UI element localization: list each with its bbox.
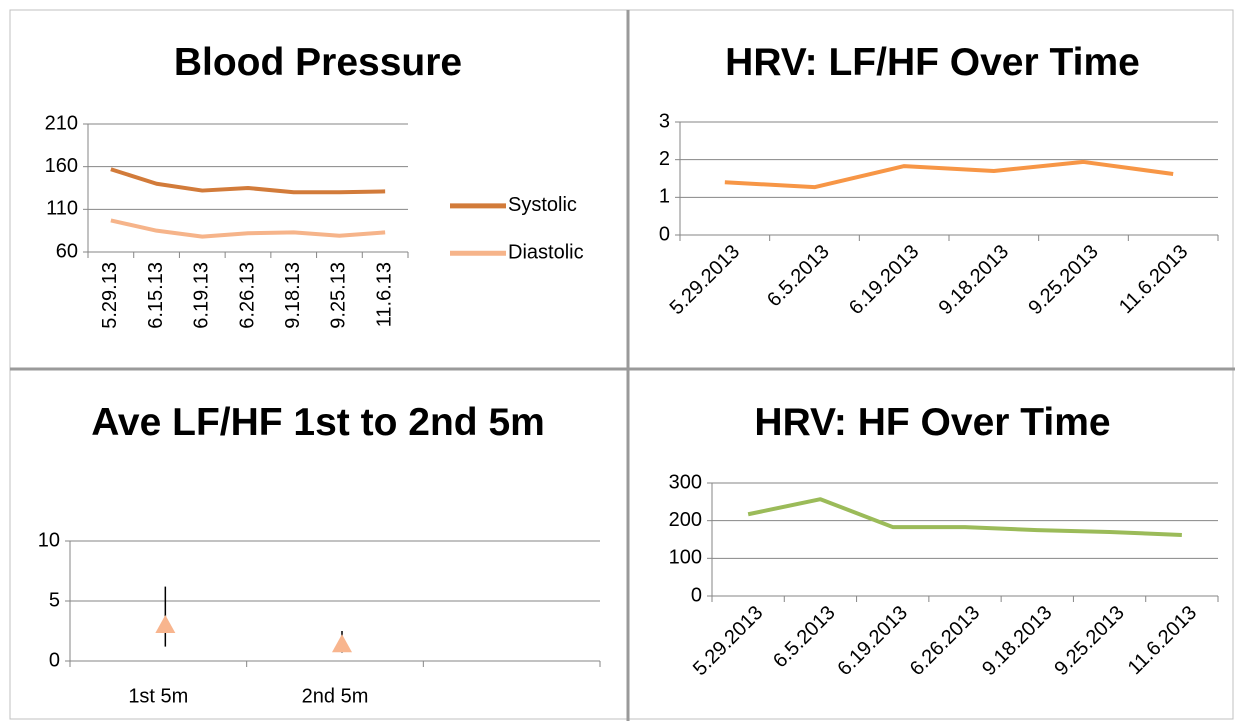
chart-title: HRV: LF/HF Over Time	[725, 41, 1140, 84]
y-tick-label: 0	[691, 584, 702, 606]
y-tick-label: 200	[669, 509, 702, 531]
x-tick-label: 11.6.13	[373, 262, 395, 327]
x-tick-label: 6.26.13	[236, 262, 258, 329]
chart-title: Ave LF/HF 1st to 2nd 5m	[91, 401, 545, 444]
x-tick-label: 5.29.2013	[666, 241, 744, 319]
x-tick-label: 6.26.2013	[906, 602, 984, 680]
x-tick-label: 5.29.13	[99, 262, 121, 329]
legend-label: Systolic	[508, 194, 577, 216]
chart-title: Blood Pressure	[173, 41, 463, 84]
y-tick-label: 110	[46, 198, 78, 220]
outer-border	[9, 9, 1234, 720]
y-tick-label: 0	[659, 223, 670, 245]
x-tick-label: 9.18.2013	[935, 241, 1013, 319]
data-line	[724, 159, 1174, 190]
data-point	[332, 634, 352, 653]
x-tick-label: 2nd 5m	[302, 685, 369, 707]
x-tick-label: 9.18.13	[282, 262, 304, 329]
y-tick-label: 100	[669, 547, 702, 569]
x-tick-label: 11.6.2013	[1115, 241, 1192, 318]
data-line	[747, 497, 1182, 537]
y-tick-label: 2	[659, 148, 670, 170]
x-tick-label: 6.15.13	[145, 262, 167, 329]
y-tick-label: 1	[659, 186, 670, 208]
x-tick-label: 6.19.2013	[845, 241, 923, 319]
x-tick-label: 6.19.2013	[834, 602, 912, 680]
y-tick-label: 5	[49, 589, 60, 611]
data-line	[110, 167, 386, 195]
data-point	[155, 615, 176, 633]
x-tick-label: 9.25.2013	[1024, 241, 1102, 319]
x-tick-label: 9.25.2013	[1050, 602, 1128, 680]
y-tick-label: 3	[659, 110, 670, 132]
y-tick-label: 0	[49, 649, 60, 671]
data-line	[110, 218, 386, 239]
x-tick-label: 6.5.2013	[769, 602, 840, 673]
x-tick-label: 9.18.2013	[978, 602, 1056, 680]
x-tick-label: 9.25.13	[328, 262, 350, 329]
chart-title: HRV: HF Over Time	[754, 401, 1111, 444]
y-tick-label: 10	[38, 529, 60, 551]
x-tick-label: 6.5.2013	[763, 241, 834, 312]
x-tick-label: 11.6.2013	[1124, 602, 1201, 679]
x-tick-label: 1st 5m	[128, 685, 188, 707]
y-tick-label: 300	[669, 471, 702, 493]
y-tick-label: 160	[45, 155, 78, 177]
y-tick-label: 60	[56, 240, 78, 262]
y-tick-label: 210	[45, 112, 78, 134]
x-tick-label: 5.29.2013	[689, 602, 767, 680]
legend-label: Diastolic	[508, 242, 584, 264]
x-tick-label: 6.19.13	[191, 262, 213, 329]
